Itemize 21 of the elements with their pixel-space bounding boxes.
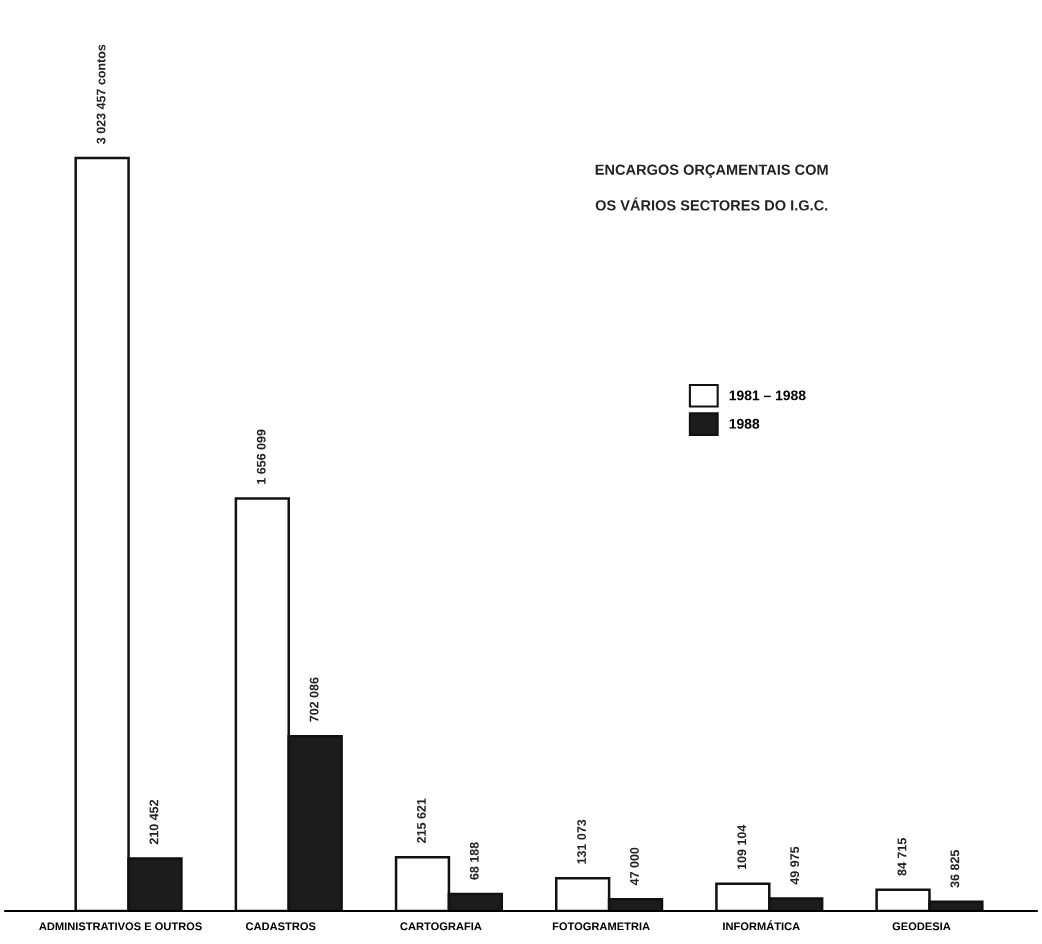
- data-label: 210 452: [149, 799, 159, 845]
- x-tick-label: CARTOGRAFIA: [400, 922, 482, 931]
- x-tick-label: ADMINISTRATIVOS E OUTROS: [39, 922, 202, 931]
- legend-label: 1981 – 1988: [729, 390, 806, 401]
- data-label: 36 825: [950, 850, 960, 888]
- x-tick-label: GEODESIA: [892, 922, 951, 931]
- legend-label: 1988: [729, 418, 760, 429]
- data-label: 702 086: [309, 677, 319, 722]
- data-label: 1 656 099: [256, 429, 266, 484]
- x-tick-label: INFORMÁTICA: [723, 920, 800, 931]
- data-label: 3 023 457 contos: [96, 44, 106, 144]
- chart-title: ENCARGOS ORÇAMENTAIS COM OS VÁRIOS SECTORES DO I.G.C.: [595, 164, 828, 211]
- data-label: 47 000: [630, 847, 639, 886]
- data-label: 131 073: [577, 819, 587, 864]
- data-label: 68 188: [469, 842, 479, 880]
- x-tick-label: FOTOGRAMETRIA: [552, 922, 650, 931]
- x-tick-label: CADASTROS: [246, 922, 316, 931]
- data-label: 215 621: [416, 798, 426, 843]
- data-label: 109 104: [737, 824, 747, 870]
- data-label: 84 715: [897, 838, 907, 876]
- data-label: 49 975: [790, 846, 800, 885]
